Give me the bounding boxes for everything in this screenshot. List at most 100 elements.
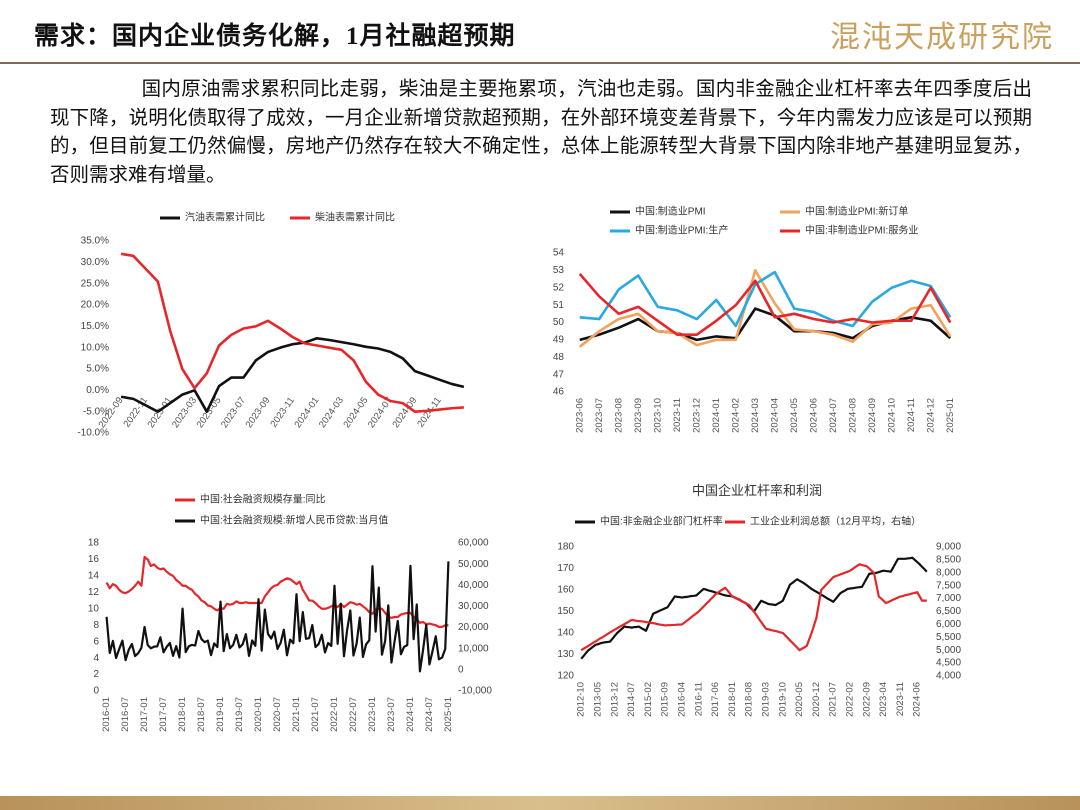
x-tick-label: 2021-01 xyxy=(291,697,302,732)
y-tick-label: 130 xyxy=(557,649,574,660)
y2-tick-label: 8,000 xyxy=(936,567,961,578)
x-tick-label: 2014-07 xyxy=(626,682,637,717)
x-tick-label: 2012-10 xyxy=(576,682,587,717)
series-line xyxy=(120,336,465,413)
x-tick-label: 2018-08 xyxy=(744,682,755,717)
legend-label: 中国:制造业PMI:新订单 xyxy=(805,205,908,218)
y2-tick-label: -10,000 xyxy=(458,686,492,697)
x-tick-label: 2024-07 xyxy=(424,697,435,732)
y2-tick-label: 10,000 xyxy=(458,643,489,654)
y-tick-label: 0 xyxy=(93,686,99,697)
x-tick-label: 2020-07 xyxy=(272,697,283,732)
y-tick-label: 47 xyxy=(553,369,565,380)
y2-tick-label: 5,000 xyxy=(936,645,961,656)
x-tick-label: 2023-04 xyxy=(878,682,889,717)
x-tick-label: 2019-03 xyxy=(761,682,772,717)
y-tick-label: 25.0% xyxy=(81,278,109,289)
series-line xyxy=(578,269,952,348)
x-tick-label: 2023-06 xyxy=(574,398,585,433)
x-tick-label: 2024-01 xyxy=(711,398,722,433)
x-tick-label: 2018-01 xyxy=(177,697,188,732)
x-tick-label: 2015-02 xyxy=(643,682,654,717)
y-tick-label: 18 xyxy=(88,538,100,549)
x-tick-label: 2023-09 xyxy=(633,398,644,433)
x-tick-label: 2018-07 xyxy=(196,697,207,732)
x-tick-label: 2024-05 xyxy=(789,398,800,433)
y-tick-label: 10.0% xyxy=(81,342,109,353)
x-tick-label: 2021-07 xyxy=(828,682,839,717)
x-tick-label: 2022-02 xyxy=(845,682,856,717)
legend-label: 中国:社会融资规模存量:同比 xyxy=(200,493,326,506)
x-tick-label: 2017-06 xyxy=(710,682,721,717)
y2-tick-label: 40,000 xyxy=(458,580,489,591)
y2-tick-label: 30,000 xyxy=(458,601,489,612)
y-tick-label: -5.0% xyxy=(83,406,109,417)
y2-tick-label: 8,500 xyxy=(936,555,961,566)
x-tick-label: 2023-09 xyxy=(244,395,273,430)
x-tick-label: 2017-01 xyxy=(139,697,150,732)
y-tick-label: 0.0% xyxy=(86,385,109,396)
x-tick-label: 2024-01 xyxy=(405,697,416,732)
x-tick-label: 2019-07 xyxy=(234,697,245,732)
x-tick-label: 2024-06 xyxy=(912,682,923,717)
y-tick-label: 16 xyxy=(88,554,100,565)
x-tick-label: 2019-10 xyxy=(777,682,788,717)
y-tick-label: 52 xyxy=(553,282,565,293)
y2-tick-label: 7,500 xyxy=(936,580,961,591)
x-tick-label: 2022-01 xyxy=(329,697,340,732)
x-tick-label: 2013-12 xyxy=(609,682,620,717)
legend-label: 汽油表需累计同比 xyxy=(185,211,265,224)
x-tick-label: 2024-04 xyxy=(769,398,780,433)
y-tick-label: 140 xyxy=(557,628,574,639)
y-tick-label: 49 xyxy=(553,335,565,346)
y-tick-label: 20.0% xyxy=(81,300,109,311)
x-tick-label: 2015-09 xyxy=(660,682,671,717)
legend-label: 中国:制造业PMI xyxy=(635,205,706,218)
series-line xyxy=(105,555,449,628)
x-tick-label: 2020-05 xyxy=(794,682,805,717)
y-tick-label: 35.0% xyxy=(81,236,109,247)
x-tick-label: 2024-12 xyxy=(925,398,936,433)
x-tick-label: 2020-12 xyxy=(811,682,822,717)
y-tick-label: 15.0% xyxy=(81,321,109,332)
x-tick-label: 2016-01 xyxy=(101,697,112,732)
x-tick-label: 2018-01 xyxy=(727,682,738,717)
y-tick-label: 14 xyxy=(88,571,100,582)
x-tick-label: 2016-11 xyxy=(693,682,704,716)
legend-label: 柴油表需累计同比 xyxy=(315,211,395,224)
x-tick-label: 2024-07 xyxy=(828,398,839,433)
x-tick-label: 2024-09 xyxy=(867,398,878,433)
x-tick-label: 2013-05 xyxy=(593,682,604,717)
series-line xyxy=(105,561,450,673)
series-line xyxy=(578,273,952,336)
x-tick-label: 2022-07 xyxy=(348,697,359,732)
x-tick-label: 2024-11 xyxy=(906,398,917,432)
x-tick-label: 2017-07 xyxy=(158,697,169,732)
y2-tick-label: 4,000 xyxy=(936,671,961,682)
x-tick-label: 2025-01 xyxy=(443,697,454,732)
series-line xyxy=(579,270,952,328)
y-tick-label: 120 xyxy=(557,671,574,682)
y2-tick-label: 50,000 xyxy=(458,559,489,570)
chart: 汽油表需累计同比 柴油表需累计同比 35.0% 30.0% 25.0% 20.0% 15.0… xyxy=(77,211,465,439)
x-tick-label: 2024-02 xyxy=(730,398,741,433)
y2-tick-label: 0 xyxy=(458,664,464,675)
series-line xyxy=(580,563,927,652)
x-tick-label: 2020-01 xyxy=(253,697,264,732)
y-tick-label: 5.0% xyxy=(86,364,109,375)
y2-tick-label: 6,000 xyxy=(936,619,961,630)
y2-tick-label: 20,000 xyxy=(458,622,489,633)
chart-title: 中国企业杠杆率和利润 xyxy=(692,483,822,498)
x-tick-label: 2023-10 xyxy=(652,398,663,433)
y2-tick-label: 6,500 xyxy=(936,606,961,617)
legend-label: 中国:非金融企业部门杠杆率 xyxy=(600,515,723,528)
x-tick-label: 2023-07 xyxy=(594,398,605,433)
x-tick-label: 2016-07 xyxy=(120,697,131,732)
y-tick-label: 53 xyxy=(553,265,565,276)
y-tick-label: 10 xyxy=(88,603,100,614)
y-tick-label: 4 xyxy=(93,653,99,664)
legend-label: 中国:制造业PMI:生产 xyxy=(635,224,728,237)
